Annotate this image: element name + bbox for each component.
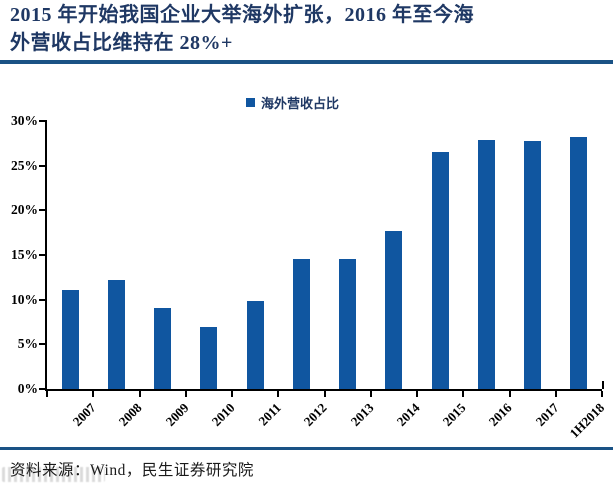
- bar-2009: [154, 307, 172, 389]
- bar-1H2018: [570, 137, 588, 389]
- x-axis-tick: [92, 391, 95, 397]
- bar-2017: [524, 140, 542, 389]
- x-axis-label: 2015: [439, 400, 469, 429]
- watermark: [2, 467, 105, 482]
- bar-2008: [107, 280, 125, 389]
- y-axis-tick: [39, 164, 47, 167]
- source-note: 资料来源：Wind，民生证券研究院: [10, 462, 254, 479]
- x-axis-tick: [231, 391, 233, 397]
- y-axis-label: 0%: [17, 381, 38, 396]
- y-axis-label: 25%: [11, 157, 38, 173]
- y-axis-tick: [39, 254, 47, 256]
- x-axis-tick: [416, 391, 418, 397]
- x-axis-label: 1H2018: [566, 400, 608, 441]
- y-axis-tick: [39, 388, 47, 390]
- x-axis-label: 2009: [162, 400, 192, 429]
- x-axis-tick: [508, 391, 511, 397]
- y-axis-label: 30%: [11, 113, 38, 128]
- bar-2016: [477, 139, 495, 389]
- x-axis-tick: [138, 391, 141, 397]
- x-axis-label: 2007: [69, 400, 99, 429]
- bar-2007: [61, 289, 79, 389]
- x-axis-tick: [554, 391, 557, 397]
- y-axis-line: [45, 121, 47, 391]
- page-title-line2: 外营收占比维持在 28%+: [10, 32, 233, 54]
- x-axis-label: 2010: [208, 400, 238, 429]
- page-title-line1: 2015 年开始我国企业大举海外扩张，2016 年至今海: [10, 4, 474, 26]
- x-axis-tick: [184, 391, 187, 397]
- bar-2014: [385, 230, 403, 389]
- legend-label: 海外营收占比: [261, 96, 340, 111]
- title-underline: [0, 60, 613, 64]
- x-axis-label: 2012: [300, 400, 330, 429]
- y-axis-tick: [39, 209, 47, 212]
- x-axis-end-tick: [602, 381, 604, 389]
- chart-legend: 海外营收占比: [246, 93, 339, 112]
- footer-divider: [0, 447, 613, 450]
- y-axis-label: 10%: [11, 291, 38, 307]
- x-axis-tick: [277, 391, 280, 397]
- x-axis-label: 2017: [532, 400, 562, 429]
- x-axis-tick: [601, 391, 603, 397]
- x-axis-label: 2014: [393, 400, 423, 429]
- page-title: 2015 年开始我国企业大举海外扩张，2016 年至今海 外营收占比维持在 28…: [10, 1, 609, 57]
- y-axis-label: 15%: [11, 247, 38, 262]
- x-axis-label: 2013: [347, 400, 377, 429]
- legend-swatch-icon: [246, 98, 255, 107]
- x-axis-tick: [323, 391, 326, 397]
- y-axis-tick: [39, 120, 47, 122]
- x-axis-tick: [46, 391, 48, 397]
- y-axis-label: 20%: [11, 202, 38, 218]
- y-axis-label: 5%: [17, 336, 38, 352]
- plot-area: 0% 5% 10% 15% 20% 25% 30% 2007 2008 2009 2010 2011 2…: [11, 113, 607, 441]
- x-axis-label: 2011: [255, 400, 284, 429]
- x-axis-label: 2008: [115, 400, 145, 429]
- x-axis-label: 2016: [485, 400, 515, 429]
- bar-2012: [292, 258, 310, 389]
- y-axis-tick: [39, 298, 47, 301]
- x-axis-line: [45, 389, 602, 391]
- bar-2010: [200, 327, 218, 389]
- x-axis-tick: [462, 391, 465, 397]
- y-axis-tick: [39, 343, 47, 346]
- bar-2015: [431, 152, 449, 389]
- x-axis-tick: [369, 391, 372, 397]
- bar-2013: [339, 258, 357, 389]
- bar-2011: [246, 301, 264, 389]
